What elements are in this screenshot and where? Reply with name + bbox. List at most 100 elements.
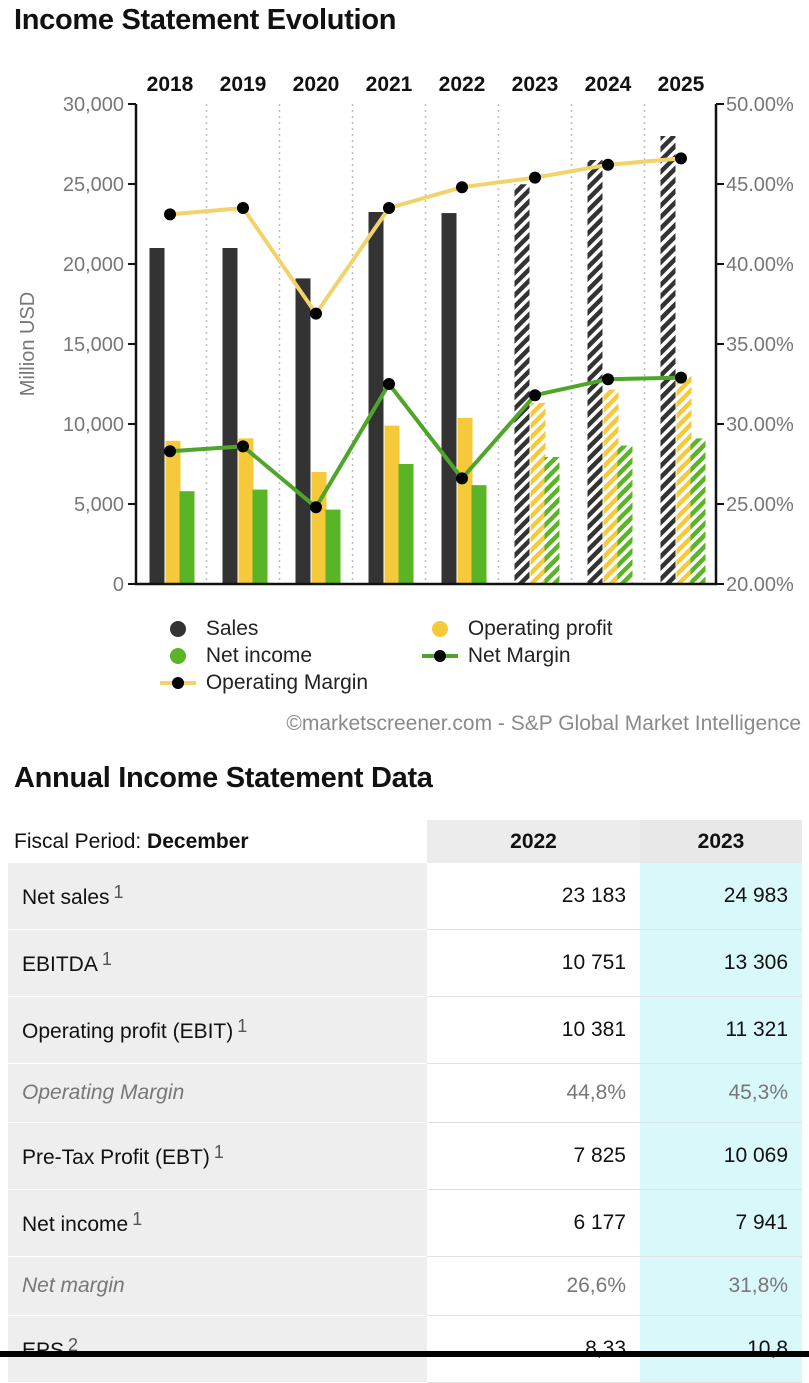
- fiscal-period-prefix: Fiscal Period:: [14, 829, 148, 853]
- net-income-bar: [544, 456, 560, 584]
- cell-2022: 44,8%: [427, 1063, 640, 1123]
- operating-profit-bar: [530, 402, 546, 584]
- row-label-text: Pre-Tax Profit (EBT): [22, 1146, 210, 1169]
- legend-operating-profit-label: Operating profit: [467, 617, 613, 641]
- net-income-bar: [617, 445, 633, 584]
- cell-2023: 10 069: [640, 1122, 802, 1190]
- net-margin-point: [383, 378, 395, 390]
- operating-profit-bar: [603, 389, 619, 584]
- x-category-label: 2021: [366, 73, 413, 96]
- operating-profit-bar: [457, 417, 473, 584]
- net-margin-point: [310, 501, 322, 514]
- x-category-label: 2019: [220, 73, 267, 96]
- cell-2023: 13 306: [640, 929, 802, 997]
- operating-profit-bar: [165, 440, 181, 584]
- y2-tick-label: 50.00%: [726, 94, 794, 116]
- row-label-text: Net margin: [22, 1274, 125, 1297]
- row-label-text: EBITDA: [22, 953, 98, 976]
- cell-2022: 8,33: [427, 1315, 640, 1383]
- cell-2023: 10,8: [640, 1315, 802, 1383]
- row-label-text: Net sales: [22, 886, 110, 909]
- net-income-bar: [252, 489, 268, 584]
- y2-tick-label: 25.00%: [726, 494, 794, 516]
- row-label: EBITDA 1: [8, 929, 427, 997]
- row-label: EPS2: [8, 1315, 427, 1383]
- net-income-bar: [179, 491, 195, 584]
- row-label: Pre-Tax Profit (EBT) 1: [8, 1122, 427, 1190]
- row-label-text: Operating Margin: [22, 1081, 185, 1104]
- y-tick-label: 25,000: [63, 174, 124, 196]
- net-margin-point: [529, 389, 541, 402]
- table-header-row: Fiscal Period: December 2022 2023: [8, 820, 802, 863]
- row-label: Net income 1: [8, 1189, 427, 1257]
- income-table: Fiscal Period: December 2022 2023 Net sa…: [8, 820, 802, 1383]
- x-category-label: 2018: [147, 73, 194, 96]
- x-category-label: 2024: [585, 73, 632, 96]
- operating-profit-bar: [238, 438, 254, 584]
- operating-profit-bar: [676, 374, 692, 584]
- operating-margin-point: [602, 158, 614, 171]
- legend-operating-profit: Operating profit: [432, 617, 613, 641]
- operating-margin-point: [675, 152, 687, 165]
- table-row: EBITDA 1 10 751 13 306: [8, 929, 802, 997]
- net-margin-point: [237, 440, 249, 453]
- operating-margin-line: [169, 156, 682, 316]
- sales-bar: [295, 278, 311, 584]
- net-margin-point: [602, 373, 614, 386]
- sales-bar: [441, 213, 457, 584]
- x-category-label: 2020: [293, 73, 340, 96]
- y-tick-label: 0: [113, 574, 124, 596]
- cell-2023: 24 983: [640, 863, 802, 930]
- y-tick-label: 30,000: [63, 94, 124, 116]
- fiscal-period-header: Fiscal Period: December: [8, 820, 427, 863]
- row-label: Net margin: [8, 1256, 427, 1316]
- sales-bar: [587, 160, 603, 584]
- operating-margin-point: [164, 208, 176, 221]
- legend-net-income: Net income: [170, 644, 312, 668]
- net-margin-point: [456, 472, 468, 485]
- table-row: Net margin 26,6% 31,8%: [8, 1256, 802, 1316]
- y2-tick-label: 40.00%: [726, 254, 794, 276]
- y-axis-title: Million USD: [17, 292, 39, 396]
- footnote-marker: 1: [237, 1016, 248, 1036]
- legend-operating-margin-swatch: [160, 675, 196, 691]
- legend-sales-label: Sales: [205, 617, 259, 641]
- sales-bar: [660, 136, 676, 584]
- y-tick-label: 5,000: [74, 494, 124, 516]
- cell-2022: 10 381: [427, 996, 640, 1064]
- table-row: Pre-Tax Profit (EBT) 1 7 825 10 069: [8, 1122, 802, 1190]
- legend-net-margin-swatch: [422, 648, 458, 664]
- operating-margin-point: [456, 181, 468, 194]
- legend-operating-profit-swatch: [432, 621, 448, 638]
- table-row: Net sales 1 23 183 24 983: [8, 863, 802, 930]
- sales-bar: [368, 212, 384, 584]
- legend-sales-swatch: [170, 621, 186, 638]
- fiscal-period-value: December: [147, 829, 249, 853]
- footnote-marker: 1: [101, 949, 112, 969]
- table-row: Net income 1 6 177 7 941: [8, 1189, 802, 1257]
- operating-margin-point: [383, 202, 395, 214]
- footnote-marker: 1: [213, 1142, 224, 1162]
- bottom-bar: [0, 1351, 809, 1357]
- net-margin-point: [675, 371, 687, 384]
- legend-operating-margin-label: Operating Margin: [205, 671, 369, 695]
- legend-net-income-label: Net income: [205, 644, 313, 668]
- operating-margin-point: [529, 171, 541, 184]
- source-credit: ©marketscreener.com - S&P Global Market …: [286, 712, 801, 735]
- legend-net-margin-label: Net Margin: [467, 644, 571, 668]
- income-chart: 0 5,000 10,000 15,000 20,000 25,000 30,000 20.0…: [17, 73, 794, 596]
- cell-2022: 7 825: [427, 1122, 640, 1190]
- legend-operating-margin: Operating Margin: [160, 671, 368, 695]
- sales-bar: [222, 248, 238, 584]
- table-row: Operating Margin 44,8% 45,3%: [8, 1063, 802, 1123]
- legend-sales: Sales: [170, 617, 258, 641]
- sales-bar: [514, 184, 530, 584]
- net-margin-point: [164, 445, 176, 458]
- cell-2023: 7 941: [640, 1189, 802, 1257]
- operating-profit-bar: [311, 472, 327, 584]
- footnote-marker: 1: [132, 1209, 143, 1229]
- column-2023: 2023: [640, 820, 802, 863]
- row-label: Operating profit (EBIT) 1: [8, 996, 427, 1064]
- y2-tick-label: 20.00%: [726, 574, 794, 596]
- cell-2022: 23 183: [427, 863, 640, 930]
